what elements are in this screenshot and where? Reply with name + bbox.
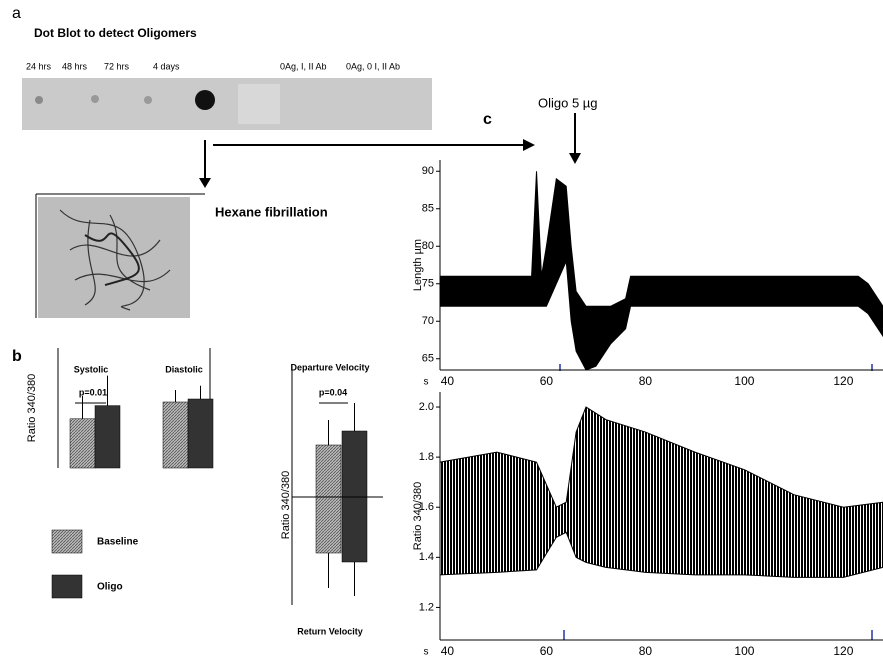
y-tick-label: 70 — [422, 315, 434, 327]
x-tick-label: 100 — [734, 644, 754, 658]
y-tick-label: 1.6 — [419, 501, 434, 513]
trace — [439, 406, 883, 578]
trace — [439, 171, 883, 371]
bar — [162, 401, 189, 469]
y-axis-label: Ratio 340/380 — [412, 482, 424, 551]
x-tick-label: 80 — [639, 644, 653, 658]
arrows — [199, 113, 581, 188]
panel-label: b — [12, 348, 22, 365]
panel-title: Dot Blot to detect Oligomers — [34, 26, 197, 40]
category-label: Return Velocity — [297, 626, 363, 636]
y-tick-label: 85 — [422, 203, 434, 215]
y-tick-label: 1.2 — [419, 601, 434, 613]
x-tick-label: 40 — [441, 644, 455, 658]
y-axis-label: Length µm — [412, 239, 424, 291]
bar — [69, 418, 96, 469]
x-tick-label: 60 — [540, 374, 554, 388]
x-tick-label: 100 — [734, 374, 754, 388]
bar — [315, 496, 342, 554]
category-label: Systolic — [74, 364, 109, 374]
legend-label: Baseline — [97, 537, 139, 548]
category-label: Diastolic — [165, 364, 203, 374]
lane-label: 0Ag, I, II Ab — [280, 61, 327, 71]
panel-label: c — [483, 111, 492, 128]
y-axis-label: Ratio 340/380 — [26, 374, 38, 443]
lane-label: 24 hrs — [26, 61, 52, 71]
y-tick-label: 90 — [422, 165, 434, 177]
y-tick-label: 75 — [422, 278, 434, 290]
lane-label: 4 days — [153, 61, 180, 71]
y-tick-label: 2.0 — [419, 401, 434, 413]
fibrillation-image — [35, 193, 205, 318]
x-tick-label: 60 — [540, 644, 554, 658]
p-value: p=0.01 — [79, 387, 107, 397]
y-tick-label: 1.4 — [419, 551, 434, 563]
fibrillation-label: Hexane fibrillation — [215, 204, 328, 219]
x-tick-label: 120 — [833, 374, 853, 388]
bar — [187, 398, 214, 469]
x-tick-label: 80 — [639, 374, 653, 388]
lane-label: 72 hrs — [104, 61, 130, 71]
legend-label: Oligo — [97, 582, 123, 593]
y-tick-label: 80 — [422, 240, 434, 252]
lane-label: 48 hrs — [62, 61, 88, 71]
p-value: p=0.04 — [319, 387, 347, 397]
bar — [315, 444, 342, 498]
panel-label: a — [12, 5, 21, 22]
legend-swatch — [51, 574, 83, 599]
annotation: Oligo 5 µg — [538, 95, 598, 110]
lane-label: 0Ag, 0 I, II Ab — [346, 61, 400, 71]
y-tick-label: 1.8 — [419, 451, 434, 463]
y-axis-label: Ratio 340/380 — [280, 471, 292, 540]
bar — [94, 405, 121, 469]
x-tick-label: 40 — [441, 374, 455, 388]
dot-blot — [22, 78, 432, 130]
bar — [341, 430, 368, 498]
bar — [341, 496, 368, 563]
y-tick-label: 65 — [422, 353, 434, 365]
x-tick-label: 120 — [833, 644, 853, 658]
legend-swatch — [51, 529, 83, 554]
category-label: Departure Velocity — [290, 362, 369, 372]
x-unit: s — [424, 377, 429, 388]
x-unit: s — [424, 647, 429, 658]
